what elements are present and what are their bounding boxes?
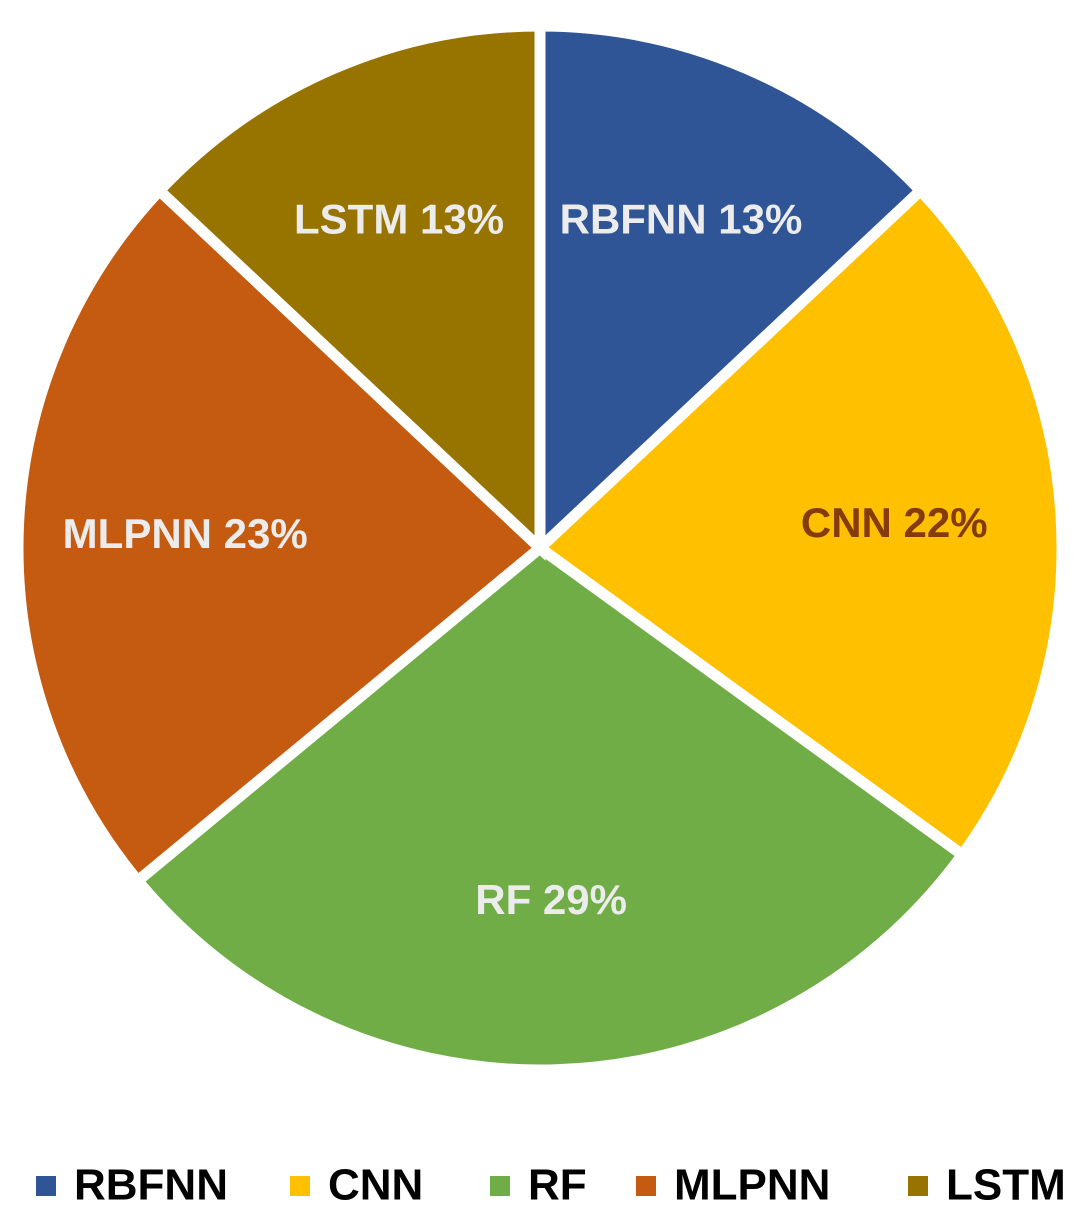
legend-swatch xyxy=(36,1176,56,1196)
legend-swatch xyxy=(636,1176,656,1196)
legend-swatch xyxy=(290,1176,310,1196)
data-label: LSTM 13% xyxy=(294,195,504,242)
legend-label: CNN xyxy=(328,1161,423,1210)
data-label: CNN 22% xyxy=(801,499,988,546)
legend-label: MLPNN xyxy=(674,1161,830,1210)
legend-swatch xyxy=(490,1176,510,1196)
pie-slice xyxy=(130,541,970,1076)
data-label: RF 29% xyxy=(475,876,627,923)
legend-swatch xyxy=(908,1176,928,1196)
pie-slice xyxy=(12,182,549,889)
pie-slice xyxy=(151,20,546,561)
pie-slice xyxy=(531,182,1068,863)
legend-label: RBFNN xyxy=(74,1161,228,1210)
data-label: RBFNN 13% xyxy=(560,195,803,242)
data-label: MLPNN 23% xyxy=(63,510,308,557)
pie-slice xyxy=(534,20,929,561)
legend-label: LSTM xyxy=(946,1161,1066,1210)
legend-label: RF xyxy=(528,1161,587,1210)
